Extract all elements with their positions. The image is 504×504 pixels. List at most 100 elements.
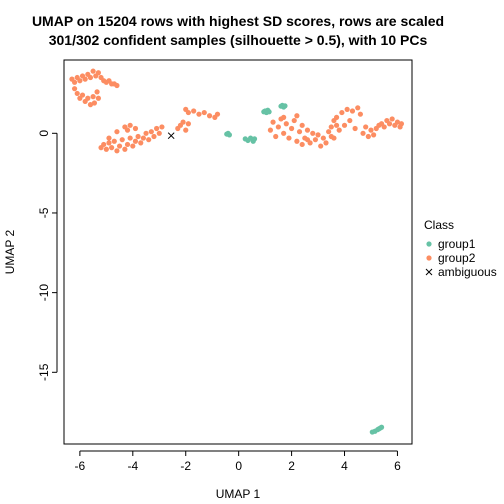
group2-point (310, 130, 316, 136)
group2-point (333, 122, 340, 128)
group2-point (130, 143, 136, 149)
group2-point (71, 86, 78, 92)
group2-point (299, 122, 305, 128)
group2-point (381, 124, 387, 130)
group1-point (251, 136, 258, 142)
data-points-layer (69, 68, 405, 435)
group2-point (146, 137, 152, 143)
group2-point (90, 68, 96, 74)
group2-point (124, 141, 131, 148)
group2-point (315, 132, 321, 138)
group2-point (288, 125, 295, 132)
group2-point (87, 102, 94, 108)
group2-point (294, 138, 300, 144)
group2-point (156, 130, 162, 136)
group2-point (273, 133, 279, 140)
group2-point (148, 129, 154, 135)
group2-point (341, 122, 348, 128)
group2-point (360, 130, 366, 136)
group2-point (299, 141, 305, 148)
group2-point (154, 125, 160, 132)
group2-point (106, 140, 112, 146)
group2-point (281, 114, 287, 120)
group2-point (318, 143, 324, 149)
x-tick-label: -2 (180, 459, 191, 473)
group2-point (140, 135, 146, 141)
group2-point (82, 76, 88, 82)
x-axis: -6 -4 -2 0 2 4 6 (75, 450, 401, 473)
group2-point (349, 108, 356, 114)
group2-point (77, 78, 83, 84)
group2-point (312, 137, 319, 143)
group2-point (114, 129, 120, 135)
group2-point (214, 111, 221, 117)
legend-group1-symbol (426, 241, 432, 247)
group2-point (87, 74, 94, 81)
group2-point (365, 133, 371, 140)
group2-point (389, 116, 395, 122)
group2-point (201, 109, 207, 116)
group2-point (368, 127, 374, 133)
group2-point (320, 135, 326, 141)
group2-point (336, 127, 342, 133)
legend-group1-label: group1 (438, 237, 476, 251)
group2-point (127, 122, 133, 128)
x-tick-label: 6 (394, 459, 401, 473)
group2-point (344, 106, 350, 112)
group2-point (206, 113, 213, 119)
group2-point (138, 140, 144, 146)
group1-point (266, 109, 272, 115)
group2-point (109, 145, 115, 151)
group2-point (304, 137, 311, 143)
x-tick-label: -4 (127, 459, 138, 473)
group2-point (124, 127, 131, 133)
group2-point (291, 117, 297, 124)
group2-point (296, 129, 303, 135)
group1-point (378, 424, 385, 430)
group2-point (326, 129, 332, 135)
group2-point (267, 127, 274, 133)
group2-point (119, 137, 125, 143)
group2-point (91, 100, 98, 106)
group2-point (283, 121, 289, 127)
group2-point (159, 124, 165, 130)
group2-point (74, 90, 80, 97)
x-tick-label: 2 (288, 459, 295, 473)
legend-cross-symbol (425, 268, 433, 276)
group1-point (282, 103, 288, 109)
ambiguous-point (167, 132, 175, 140)
group2-point (106, 135, 112, 141)
group2-point (294, 113, 300, 119)
group2-point (339, 109, 345, 116)
group2-point (95, 95, 102, 101)
chart-title-line1: UMAP on 15204 rows with highest SD score… (32, 13, 444, 29)
group2-point (394, 119, 401, 125)
group2-point (132, 138, 139, 144)
x-axis-label: UMAP 1 (216, 487, 261, 501)
group2-point (116, 143, 123, 149)
group2-point (398, 121, 405, 127)
group2-point (352, 125, 358, 132)
group2-point (101, 141, 107, 148)
group2-point (114, 82, 120, 89)
plot-area-frame (63, 59, 413, 445)
group2-point (196, 111, 202, 117)
group2-point (85, 95, 91, 101)
group2-point (71, 79, 78, 85)
group2-point (135, 133, 141, 140)
y-tick-label: -10 (37, 284, 51, 302)
group2-point (90, 94, 96, 100)
legend-title: Class (424, 218, 454, 232)
chart-title-line2: 301/302 confident samples (silhouette > … (49, 32, 428, 48)
group2-point (286, 135, 292, 141)
x-tick-label: 0 (235, 459, 242, 473)
group2-point (371, 132, 377, 138)
x-tick-label: -6 (75, 459, 86, 473)
y-tick-label: -15 (37, 363, 51, 381)
group2-point (328, 124, 334, 130)
group2-point (363, 124, 369, 130)
group2-point (185, 109, 191, 116)
group2-point (143, 130, 149, 136)
y-tick-label: 0 (37, 130, 51, 137)
